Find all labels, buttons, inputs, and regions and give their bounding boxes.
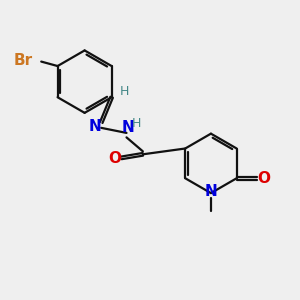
Text: H: H bbox=[119, 85, 129, 98]
Text: N: N bbox=[122, 120, 134, 135]
Text: N: N bbox=[88, 118, 101, 134]
Text: H: H bbox=[132, 117, 142, 130]
Text: O: O bbox=[257, 171, 271, 186]
Text: Br: Br bbox=[14, 52, 33, 68]
Text: O: O bbox=[108, 151, 122, 166]
Text: N: N bbox=[205, 184, 217, 199]
